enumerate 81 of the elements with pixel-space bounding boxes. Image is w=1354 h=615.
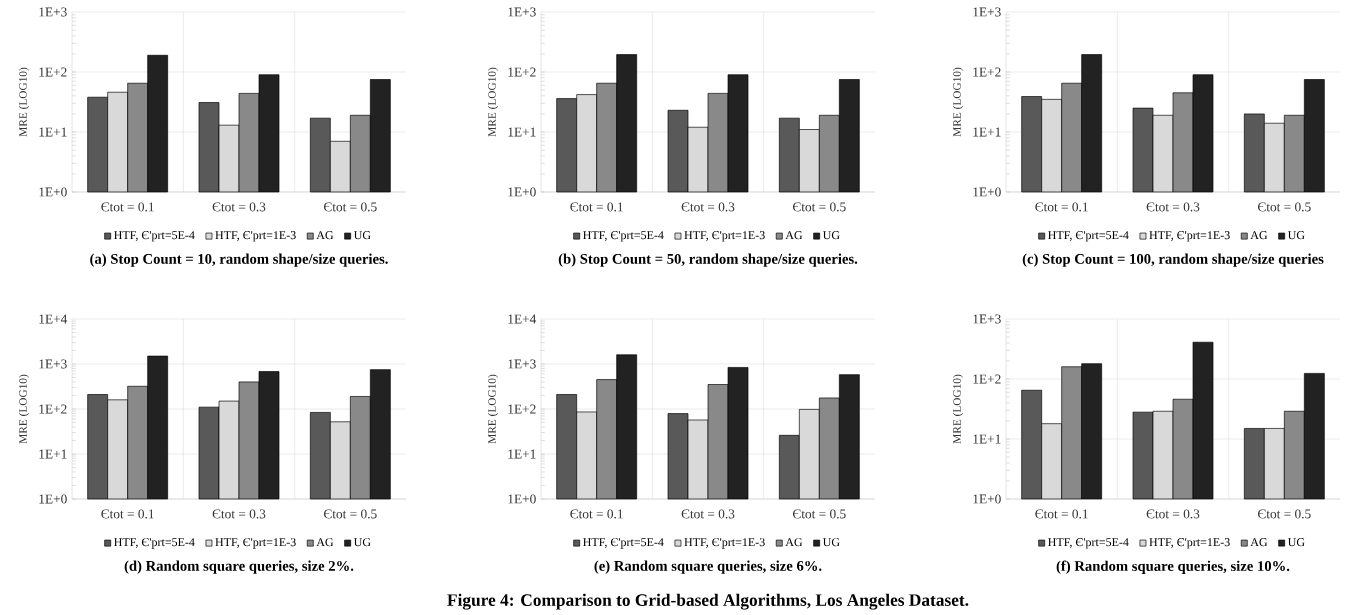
text: (c) Stop Count = 100, random shape/size queries	[1022, 253, 1324, 267]
x-tick-label: Єtot = 0.5	[1258, 509, 1311, 519]
legend-label: HTF, Є'prt=1E-3	[684, 538, 765, 549]
x-tick-label: Єtot = 0.1	[570, 509, 623, 519]
x-tick-label: Єtot = 0.5	[324, 202, 377, 212]
x-tick-label: Єtot = 0.3	[681, 202, 735, 212]
y-tick-label: 1E+2	[508, 404, 536, 414]
x-tick-label: Єtot = 0.5	[793, 202, 846, 212]
y-tick-label: 1E+1	[973, 127, 1001, 137]
y-tick-label: 1E+2	[508, 67, 536, 77]
y-tick-label: 1E+0	[39, 187, 67, 197]
x-tick-label: Єtot = 0.1	[101, 509, 154, 519]
caption: Figure 4: Comparison to Grid-based Algorithms, Los Angeles Dataset.	[447, 593, 969, 610]
y-tick-label: 1E+4	[39, 314, 68, 324]
y-tick-label: 1E+0	[973, 494, 1001, 504]
legend-label: HTF, Є'prt=5E-4	[114, 538, 195, 549]
legend-label: UG	[353, 538, 371, 547]
y-tick-label: 1E+1	[973, 434, 1001, 444]
legend-label: HTF, Є'prt=1E-3	[215, 231, 296, 242]
y-tick-label: 1E+3	[39, 359, 67, 369]
legend-label: HTF, Є'prt=5E-4	[1048, 231, 1129, 242]
legend-label: HTF, Є'prt=1E-3	[1149, 538, 1230, 549]
y-tick-label: 1E+1	[39, 449, 67, 459]
text: (a) Stop Count = 10, random shape/size queries.	[90, 253, 388, 267]
x-tick-label: Єtot = 0.1	[1035, 509, 1088, 519]
y-tick-label: 1E+2	[39, 67, 67, 77]
x-tick-label: Єtot = 0.3	[681, 509, 735, 519]
y-tick-label: 1E+1	[508, 449, 536, 459]
y-tick-label: 1E+1	[508, 127, 536, 137]
y-tick-label: 1E+3	[39, 7, 67, 17]
y-tick-label: 1E+3	[973, 7, 1001, 17]
text: (b) Stop Count = 50, random shape/size queries.	[558, 253, 858, 267]
legend-label: UG	[353, 231, 371, 240]
y-tick-label: 1E+0	[508, 187, 536, 197]
legend-label: HTF, Є'prt=1E-3	[215, 538, 296, 549]
y-axis-title: MRE (LOG10)	[952, 374, 964, 444]
y-tick-label: 1E+3	[508, 7, 536, 17]
y-tick-label: 1E+2	[973, 374, 1001, 384]
legend-label: AG	[1250, 538, 1268, 547]
legend-label: UG	[1287, 538, 1305, 547]
text: (d) Random square queries, size 2%.	[124, 560, 354, 574]
y-axis-title: MRE (LOG10)	[487, 67, 499, 137]
text: (e) Random square queries, size 6%.	[594, 560, 822, 574]
legend-label: HTF, Є'prt=5E-4	[583, 538, 664, 549]
x-tick-label: Єtot = 0.1	[101, 202, 154, 212]
x-tick-label: Єtot = 0.1	[570, 202, 623, 212]
y-axis-title: MRE (LOG10)	[952, 67, 964, 137]
y-tick-label: 1E+0	[973, 187, 1001, 197]
legend-label: HTF, Є'prt=5E-4	[583, 231, 664, 242]
y-tick-label: 1E+2	[973, 67, 1001, 77]
legend-label: UG	[822, 231, 840, 240]
legend-label: AG	[1250, 231, 1268, 240]
legend-label: AG	[316, 231, 334, 240]
y-tick-label: 1E+0	[39, 494, 67, 504]
y-tick-label: 1E+4	[508, 314, 537, 324]
legend-label: UG	[822, 538, 840, 547]
legend-label: AG	[785, 231, 803, 240]
x-tick-label: Єtot = 0.1	[1035, 202, 1088, 212]
y-tick-label: 1E+0	[508, 494, 536, 504]
x-tick-label: Єtot = 0.3	[1146, 202, 1200, 212]
y-tick-label: 1E+2	[39, 404, 67, 414]
y-tick-label: 1E+1	[39, 127, 67, 137]
x-tick-label: Єtot = 0.3	[1146, 509, 1200, 519]
legend-label: HTF, Є'prt=1E-3	[1149, 231, 1230, 242]
y-axis-title: MRE (LOG10)	[18, 374, 30, 444]
legend-label: AG	[316, 538, 334, 547]
y-axis-title: MRE (LOG10)	[487, 374, 499, 444]
x-tick-label: Єtot = 0.3	[212, 509, 266, 519]
legend-label: UG	[1287, 231, 1305, 240]
legend-label: HTF, Є'prt=1E-3	[684, 231, 765, 242]
x-tick-label: Єtot = 0.5	[324, 509, 377, 519]
y-tick-label: 1E+3	[973, 314, 1001, 324]
x-tick-label: Єtot = 0.5	[793, 509, 846, 519]
y-axis-title: MRE (LOG10)	[18, 67, 30, 137]
y-tick-label: 1E+3	[508, 359, 536, 369]
legend-label: HTF, Є'prt=5E-4	[1048, 538, 1129, 549]
legend-label: AG	[785, 538, 803, 547]
x-tick-label: Єtot = 0.5	[1258, 202, 1311, 212]
text: (f) Random square queries, size 10%.	[1056, 560, 1290, 574]
x-tick-label: Єtot = 0.3	[212, 202, 266, 212]
legend-label: HTF, Є'prt=5E-4	[114, 231, 195, 242]
